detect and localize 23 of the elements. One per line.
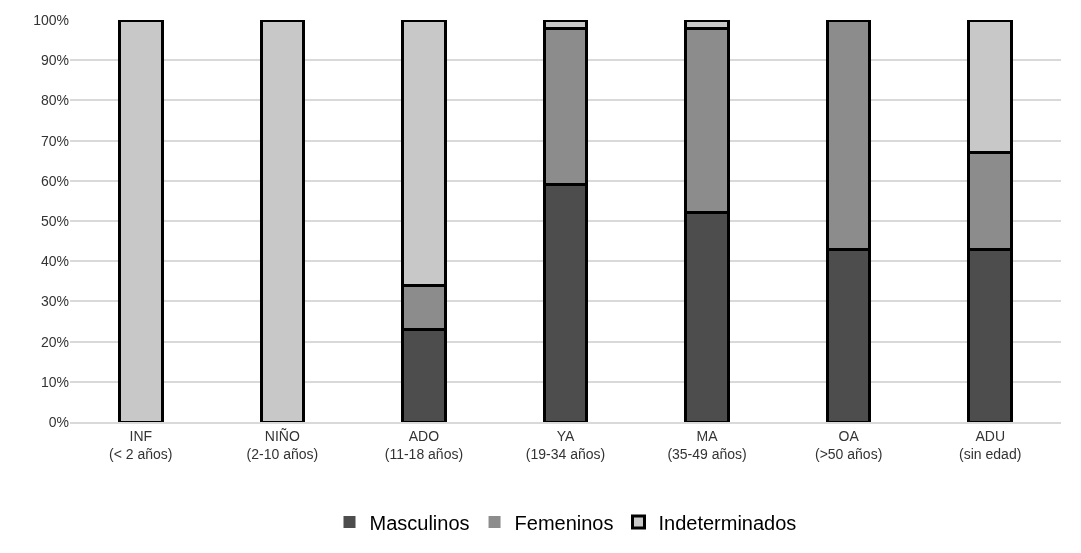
bar: [118, 20, 164, 422]
y-tick-label: 30%: [40, 293, 69, 310]
y-tick-label: 90%: [40, 52, 69, 69]
x-tick-label: ADO (11-18 años): [384, 427, 464, 462]
y-tick-label: 100%: [33, 11, 69, 28]
x-tick-label: INF (< 2 años): [109, 427, 173, 462]
y-tick-label: 60%: [40, 172, 69, 189]
y-tick-label: 50%: [40, 212, 69, 229]
legend-label: Masculinos: [369, 511, 470, 534]
x-tick-label: MA (35-49 años): [667, 427, 747, 462]
y-tick-label: 40%: [40, 253, 69, 270]
legend-label: Femeninos: [514, 511, 614, 534]
x-tick-label: OA (>50 años): [814, 427, 883, 462]
x-tick-label: NIÑO (2-10 años): [246, 427, 319, 462]
y-tick-label: 0%: [48, 413, 69, 430]
y-tick-label: 80%: [40, 92, 69, 109]
bar: [259, 20, 306, 422]
legend-label: Indeterminados: [658, 511, 797, 534]
y-tick-label: 20%: [40, 333, 69, 350]
x-tick-label: ADU (sin edad): [959, 427, 1022, 462]
y-tick-label: 70%: [40, 132, 69, 149]
x-tick-label: YA (19-34 años): [525, 427, 606, 462]
y-tick-label: 10%: [40, 373, 69, 390]
